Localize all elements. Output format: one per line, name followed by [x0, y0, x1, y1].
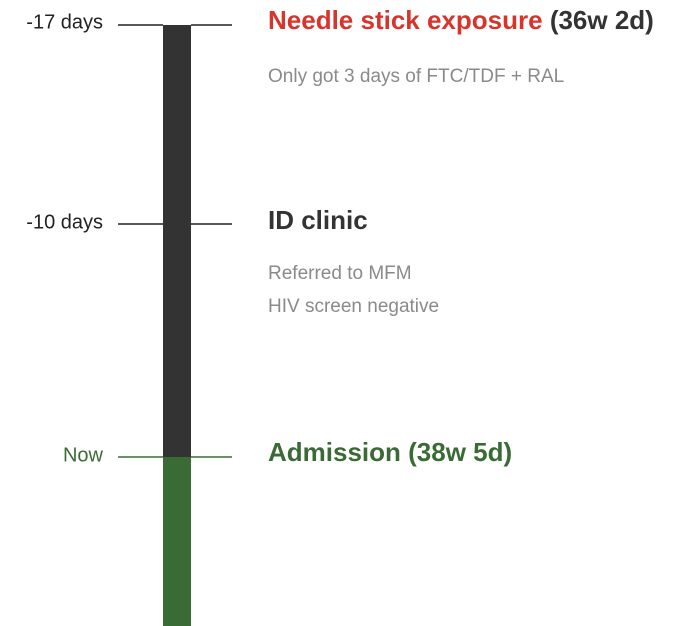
time-label: Now	[63, 444, 104, 466]
event-title: Needle stick exposure (36w 2d)	[268, 5, 654, 35]
event-title: Admission (38w 5d)	[268, 437, 512, 467]
now-bar	[163, 457, 191, 626]
past-bar	[163, 25, 191, 457]
event-note: Referred to MFM	[268, 263, 412, 284]
time-label: -10 days	[26, 211, 103, 233]
event-note: Only got 3 days of FTC/TDF + RAL	[268, 66, 564, 87]
event-note: HIV screen negative	[268, 296, 439, 317]
event-title: ID clinic	[268, 205, 368, 235]
event-title-suffix: (36w 2d)	[550, 5, 654, 35]
event-title-main: Needle stick exposure	[268, 5, 543, 35]
time-label: -17 days	[26, 11, 103, 33]
